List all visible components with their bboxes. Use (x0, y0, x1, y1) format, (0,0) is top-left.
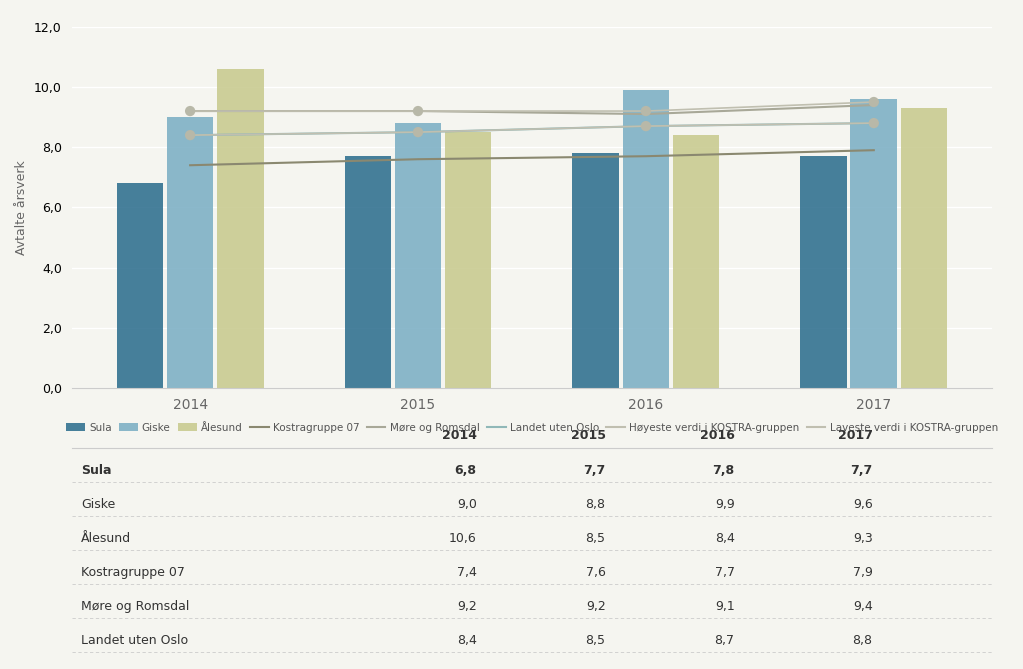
Text: 8,8: 8,8 (585, 498, 606, 510)
Text: 7,6: 7,6 (586, 566, 606, 579)
Text: Landet uten Oslo: Landet uten Oslo (81, 634, 188, 647)
Text: 9,1: 9,1 (715, 599, 735, 613)
Y-axis label: Avtalte årsverk: Avtalte årsverk (15, 160, 29, 255)
Text: 8,5: 8,5 (585, 532, 606, 545)
Text: 2015: 2015 (571, 429, 606, 442)
Bar (117, 183, 164, 388)
Text: 9,2: 9,2 (586, 599, 606, 613)
Bar (623, 90, 669, 388)
Bar (345, 156, 391, 388)
Text: 7,4: 7,4 (457, 566, 477, 579)
Bar (217, 69, 264, 388)
Text: 8,8: 8,8 (852, 634, 873, 647)
Point (410, 106, 427, 116)
Text: 8,7: 8,7 (714, 634, 735, 647)
Bar (900, 108, 947, 388)
Text: 7,7: 7,7 (583, 464, 606, 476)
Text: Kostragruppe 07: Kostragruppe 07 (81, 566, 185, 579)
Text: 9,4: 9,4 (853, 599, 873, 613)
Text: 8,4: 8,4 (715, 532, 735, 545)
Text: 7,9: 7,9 (853, 566, 873, 579)
Text: 9,0: 9,0 (457, 498, 477, 510)
Text: 2017: 2017 (838, 429, 873, 442)
Text: Sula: Sula (81, 464, 112, 476)
Point (410, 127, 427, 138)
Bar (673, 135, 719, 388)
Text: 9,3: 9,3 (853, 532, 873, 545)
Text: 9,9: 9,9 (715, 498, 735, 510)
Point (865, 97, 882, 108)
Bar (445, 132, 491, 388)
Text: 2016: 2016 (700, 429, 735, 442)
Point (637, 106, 654, 116)
Text: 7,8: 7,8 (712, 464, 735, 476)
Legend: Sula, Giske, Ålesund, Kostragruppe 07, Møre og Romsdal, Landet uten Oslo, Høyest: Sula, Giske, Ålesund, Kostragruppe 07, M… (62, 419, 1002, 437)
Text: 7,7: 7,7 (714, 566, 735, 579)
Bar (850, 99, 897, 388)
Bar (573, 153, 619, 388)
Point (637, 121, 654, 132)
Text: 6,8: 6,8 (454, 464, 477, 476)
Bar (167, 117, 214, 388)
Text: 10,6: 10,6 (449, 532, 477, 545)
Text: Møre og Romsdal: Møre og Romsdal (81, 599, 189, 613)
Point (865, 118, 882, 128)
Point (182, 130, 198, 140)
Text: 2014: 2014 (442, 429, 477, 442)
Text: Ålesund: Ålesund (81, 532, 131, 545)
Point (182, 106, 198, 116)
Text: 9,6: 9,6 (853, 498, 873, 510)
Text: 8,5: 8,5 (585, 634, 606, 647)
Text: 8,4: 8,4 (457, 634, 477, 647)
Bar (395, 123, 441, 388)
Text: 9,2: 9,2 (457, 599, 477, 613)
Bar (800, 156, 847, 388)
Text: Giske: Giske (81, 498, 115, 510)
Text: 7,7: 7,7 (850, 464, 873, 476)
